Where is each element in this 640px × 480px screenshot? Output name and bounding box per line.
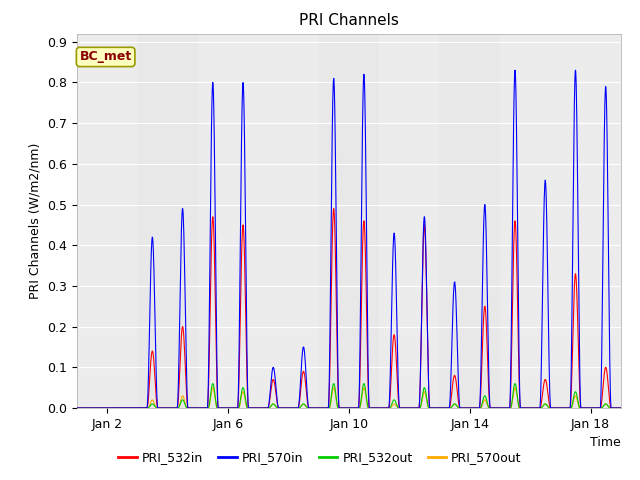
Bar bbox=[77, 34, 137, 408]
PRI_532in bbox=[305, 405, 313, 411]
PRI_570out bbox=[167, 405, 175, 411]
PRI_570in bbox=[73, 405, 81, 411]
PRI_532in bbox=[607, 403, 614, 408]
PRI_570in bbox=[617, 405, 625, 411]
PRI_570out bbox=[511, 385, 519, 391]
PRI_570in bbox=[305, 405, 313, 411]
Bar bbox=[198, 34, 319, 408]
PRI_570in bbox=[572, 67, 579, 73]
PRI_570out bbox=[135, 405, 143, 411]
PRI_570out bbox=[617, 405, 625, 411]
PRI_532in bbox=[330, 206, 337, 212]
Line: PRI_570in: PRI_570in bbox=[77, 70, 621, 408]
PRI_532out bbox=[548, 405, 556, 411]
PRI_532out bbox=[511, 381, 519, 386]
Bar bbox=[379, 34, 440, 408]
Line: PRI_570out: PRI_570out bbox=[77, 388, 621, 408]
PRI_532out bbox=[282, 405, 289, 411]
PRI_570in bbox=[167, 405, 175, 411]
PRI_532in bbox=[282, 405, 289, 411]
PRI_532out bbox=[305, 405, 313, 411]
PRI_532out bbox=[167, 405, 175, 411]
PRI_532in bbox=[73, 405, 81, 411]
PRI_532in bbox=[135, 405, 143, 411]
PRI_570in bbox=[607, 386, 614, 392]
Line: PRI_532in: PRI_532in bbox=[77, 209, 621, 408]
PRI_532in bbox=[167, 405, 175, 411]
Legend: PRI_532in, PRI_570in, PRI_532out, PRI_570out: PRI_532in, PRI_570in, PRI_532out, PRI_57… bbox=[113, 446, 527, 469]
PRI_532out bbox=[73, 405, 81, 411]
Line: PRI_532out: PRI_532out bbox=[77, 384, 621, 408]
PRI_570out bbox=[73, 405, 81, 411]
PRI_570in bbox=[135, 405, 143, 411]
PRI_570in bbox=[548, 405, 556, 411]
PRI_532in bbox=[548, 405, 556, 411]
PRI_532out bbox=[607, 405, 614, 411]
Title: PRI Channels: PRI Channels bbox=[299, 13, 399, 28]
PRI_532out bbox=[617, 405, 625, 411]
Text: BC_met: BC_met bbox=[79, 50, 132, 63]
Bar bbox=[500, 34, 621, 408]
Y-axis label: PRI Channels (W/m2/nm): PRI Channels (W/m2/nm) bbox=[29, 143, 42, 299]
PRI_532in bbox=[617, 405, 625, 411]
PRI_570out bbox=[282, 405, 289, 411]
X-axis label: Time: Time bbox=[590, 436, 621, 449]
PRI_570out bbox=[548, 405, 556, 411]
PRI_532out bbox=[135, 405, 143, 411]
PRI_570out bbox=[305, 405, 313, 411]
PRI_570out bbox=[607, 405, 614, 411]
PRI_570in bbox=[282, 405, 289, 411]
